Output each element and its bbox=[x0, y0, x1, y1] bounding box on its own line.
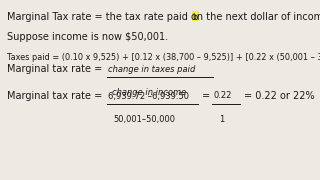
Text: = 0.22 or 22%: = 0.22 or 22% bbox=[244, 91, 315, 101]
Text: 50,001–50,000: 50,001–50,000 bbox=[113, 115, 175, 124]
Text: b: b bbox=[193, 12, 198, 21]
Text: 0.22: 0.22 bbox=[214, 91, 232, 100]
Text: Taxes paid = (0.10 x 9,525) + [0.12 x (38,700 – 9,525)] + [0.22 x (50,001 – 3870: Taxes paid = (0.10 x 9,525) + [0.12 x (3… bbox=[7, 53, 320, 62]
Text: Marginal Tax rate = the tax rate paid on the next dollar of income.: Marginal Tax rate = the tax rate paid on… bbox=[7, 12, 320, 22]
Text: 6,939.72 –6,939.50: 6,939.72 –6,939.50 bbox=[108, 91, 189, 100]
FancyBboxPatch shape bbox=[192, 11, 199, 21]
Text: change in taxes paid: change in taxes paid bbox=[108, 64, 196, 73]
Text: change in income: change in income bbox=[112, 88, 186, 97]
Text: Marginal tax rate =: Marginal tax rate = bbox=[7, 64, 105, 74]
Text: Marginal tax rate =: Marginal tax rate = bbox=[7, 91, 105, 101]
Text: Suppose income is now $50,001.: Suppose income is now $50,001. bbox=[7, 32, 168, 42]
Text: =: = bbox=[202, 91, 210, 101]
Text: 1: 1 bbox=[219, 115, 224, 124]
